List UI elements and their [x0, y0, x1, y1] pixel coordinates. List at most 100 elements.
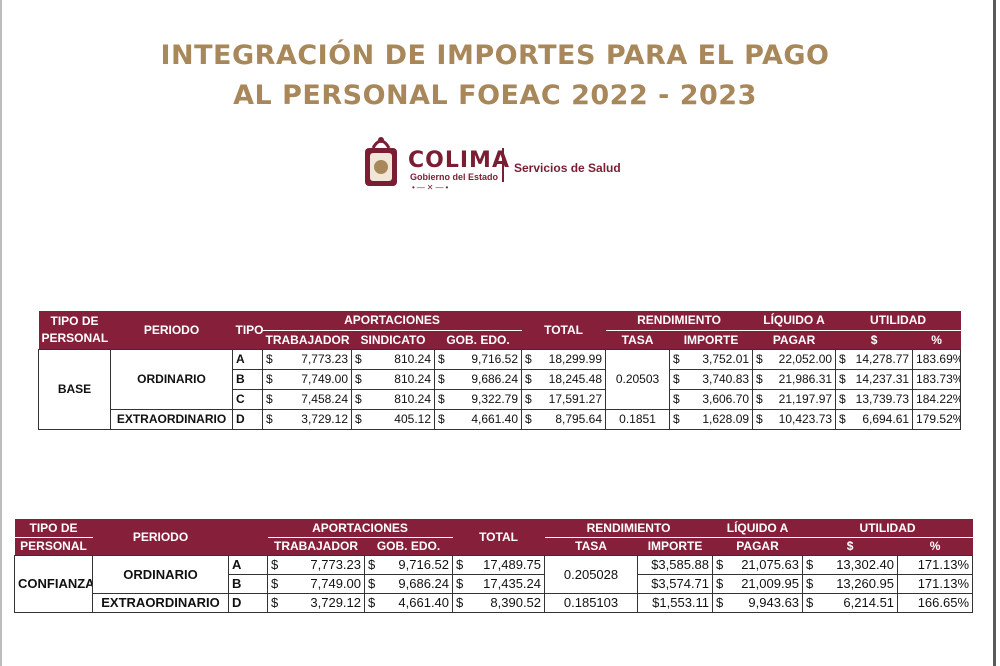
- personal-label: BASE: [38, 348, 111, 430]
- logo-name: COLIMA: [408, 148, 510, 173]
- currency-sign: $: [266, 392, 273, 406]
- gob-value: 4,661.40: [398, 595, 450, 610]
- liquido-value: 21,009.95: [741, 576, 800, 591]
- header-rendimiento: RENDIMIENTO: [605, 311, 753, 331]
- total-value: 17,435.24: [483, 576, 542, 591]
- header-utilidad-pct: %: [912, 330, 961, 349]
- currency-sign: $: [368, 576, 376, 591]
- personal-label: CONFIANZA: [14, 554, 93, 613]
- header-gob-edo: GOB. EDO.: [364, 537, 453, 555]
- total-value: 8,795.64: [555, 412, 603, 426]
- currency-sign: $: [806, 557, 814, 572]
- gob-value: 9,686.24: [398, 576, 450, 591]
- liquido-value: 21,197.97: [778, 392, 833, 406]
- sindicato-value: 810.24: [394, 352, 431, 366]
- header-gob-edo: GOB. EDO.: [434, 330, 522, 349]
- currency-sign: $: [271, 595, 279, 610]
- currency-sign: $: [839, 412, 846, 426]
- header-aportaciones: APORTACIONES: [262, 311, 522, 331]
- trabajador-value: 7,749.00: [301, 372, 348, 386]
- header-utilidad: UTILIDAD: [835, 311, 961, 331]
- utilidad-value: 13,739.73: [855, 392, 910, 406]
- trabajador-value: 7,773.23: [310, 557, 361, 572]
- confianza-table: TIPO DE PERIODO APORTACIONES TOTAL RENDI…: [14, 519, 974, 613]
- liquido-value: 21,075.63: [741, 557, 800, 572]
- utilidad-pct: 166.65%: [897, 592, 974, 613]
- sindicato-value: 810.24: [394, 372, 431, 386]
- gob-value: 9,322.79: [471, 392, 519, 406]
- currency-sign: $: [756, 352, 763, 366]
- currency-sign: $: [525, 372, 532, 386]
- colima-logo: COLIMA Gobierno del Estado •—✕—• Servici…: [356, 132, 646, 192]
- logo-ornament: •—✕—•: [412, 183, 451, 192]
- trabajador-value: 3,729.12: [301, 412, 348, 426]
- importe-value: 3,740.83: [702, 372, 750, 386]
- logo-subtitle: Gobierno del Estado: [410, 172, 499, 182]
- currency-sign: $: [355, 392, 362, 406]
- gob-value: 9,716.52: [398, 557, 450, 572]
- trabajador-value: 7,773.23: [301, 352, 348, 366]
- currency-sign: $: [266, 372, 273, 386]
- currency-sign: $: [716, 576, 724, 591]
- currency-sign: $: [438, 412, 445, 426]
- trabajador-value: 7,749.00: [310, 576, 361, 591]
- header-tipo-personal: TIPO DE PERSONAL: [38, 311, 111, 349]
- header-sindicato: SINDICATO: [351, 330, 435, 349]
- currency-sign: $: [716, 557, 724, 572]
- utilidad-pct: 183.69%: [912, 348, 962, 370]
- header-tasa: TASA: [605, 330, 670, 349]
- currency-sign: $: [716, 595, 724, 610]
- gob-value: 4,661.40: [471, 412, 519, 426]
- importe-value: $1,553.11: [637, 592, 714, 613]
- currency-sign: $: [271, 557, 279, 572]
- header-tipo-blank: [228, 519, 268, 555]
- importe-value: 3,752.01: [702, 352, 750, 366]
- importe-value: 3,606.70: [702, 392, 750, 406]
- currency-sign: $: [839, 352, 846, 366]
- left-border: [0, 0, 2, 666]
- base-table: TIPO DE PERSONAL PERIODO TIPO APORTACION…: [38, 311, 962, 430]
- currency-sign: $: [839, 372, 846, 386]
- currency-sign: $: [525, 352, 532, 366]
- tasa-extraordinario: 0.1851: [605, 408, 671, 430]
- currency-sign: $: [806, 576, 814, 591]
- gob-value: 9,716.52: [471, 352, 519, 366]
- header-importe: IMPORTE: [637, 537, 713, 555]
- sindicato-value: 810.24: [394, 392, 431, 406]
- importe-value: $3,574.71: [637, 573, 714, 594]
- table-row: EXTRAORDINARIO D $3,729.12 $405.12 $4,66…: [39, 408, 962, 430]
- coat-of-arms-seal-icon: [365, 137, 397, 186]
- tipo-cell: B: [228, 573, 268, 594]
- header-aportaciones: APORTACIONES: [267, 519, 453, 538]
- utilidad-value: 14,237.31: [855, 372, 910, 386]
- tipo-cell: D: [228, 592, 268, 613]
- trabajador-value: 7,458.24: [301, 392, 348, 406]
- tipo-cell: B: [232, 368, 263, 390]
- utilidad-value: 13,302.40: [836, 557, 895, 572]
- currency-sign: $: [368, 595, 376, 610]
- table-row: BASE ORDINARIO A $7,773.23 $810.24 $9,71…: [38, 348, 962, 430]
- header-utilidad-pct: %: [897, 537, 973, 555]
- utilidad-pct: 179.52%: [912, 408, 962, 430]
- header-utilidad-dollar: $: [835, 330, 913, 349]
- liquido-value: 22,052.00: [778, 352, 833, 366]
- currency-sign: $: [673, 392, 680, 406]
- currency-sign: $: [756, 372, 763, 386]
- currency-sign: $: [271, 576, 279, 591]
- currency-sign: $: [456, 595, 464, 610]
- tipo-cell: A: [232, 348, 263, 370]
- periodo-ordinario: ORDINARIO: [92, 554, 229, 594]
- header-total: TOTAL: [452, 519, 545, 555]
- department-name: Servicios de Salud: [514, 161, 621, 175]
- liquido-value: 9,943.63: [748, 595, 800, 610]
- currency-sign: $: [438, 392, 445, 406]
- total-value: 8,390.52: [490, 595, 542, 610]
- tasa-ordinario: 0.205028: [544, 554, 639, 594]
- header-tipo-de: TIPO DE: [14, 519, 93, 538]
- total-value: 18,299.99: [548, 352, 603, 366]
- header-pagar: PAGAR: [712, 537, 803, 555]
- utilidad-pct: 171.13%: [897, 554, 974, 575]
- header-utilidad-dollar: $: [802, 537, 898, 555]
- tipo-cell: C: [232, 388, 263, 410]
- currency-sign: $: [525, 392, 532, 406]
